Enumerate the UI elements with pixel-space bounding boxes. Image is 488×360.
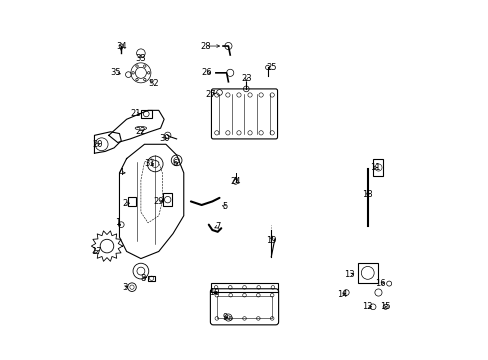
Bar [216, 296, 272, 318]
Text: 13: 13 [344, 270, 354, 279]
Text: 11: 11 [369, 163, 379, 172]
Text: 3: 3 [122, 283, 127, 292]
Text: 5: 5 [222, 202, 227, 211]
Text: 19: 19 [265, 236, 276, 245]
Text: 6: 6 [172, 159, 177, 168]
Text: 25: 25 [265, 63, 276, 72]
Bar [141, 110, 151, 118]
Text: 21: 21 [130, 109, 141, 118]
Text: 26: 26 [201, 68, 212, 77]
Text: 10: 10 [208, 288, 219, 297]
Text: 23: 23 [241, 74, 251, 83]
Bar [128, 197, 135, 206]
Bar [357, 263, 377, 283]
Text: 12: 12 [362, 302, 372, 311]
Text: 15: 15 [380, 302, 390, 311]
Text: 18: 18 [362, 190, 372, 199]
Text: 31: 31 [144, 159, 155, 168]
Text: 4: 4 [119, 168, 123, 177]
Text: 1: 1 [115, 219, 120, 228]
Text: 29: 29 [153, 197, 163, 206]
Text: 22: 22 [135, 127, 146, 136]
Polygon shape [94, 132, 121, 153]
Text: 20: 20 [93, 140, 103, 149]
Text: 16: 16 [374, 279, 385, 288]
Text: 14: 14 [337, 290, 347, 299]
Text: 17: 17 [91, 247, 102, 256]
Text: 34: 34 [116, 41, 126, 50]
Text: 7: 7 [215, 222, 220, 231]
Text: 9: 9 [222, 313, 227, 322]
Text: 30: 30 [159, 134, 169, 143]
Text: 24: 24 [230, 177, 240, 186]
Text: 32: 32 [148, 79, 159, 88]
Bar [211, 283, 277, 292]
Text: 28: 28 [200, 41, 210, 50]
Text: 33: 33 [135, 54, 146, 63]
Bar [148, 275, 155, 281]
Text: 35: 35 [110, 68, 121, 77]
Bar [163, 193, 172, 206]
Text: 2: 2 [122, 199, 127, 208]
Bar [373, 159, 383, 176]
Text: 27: 27 [205, 90, 215, 99]
Text: 8: 8 [140, 274, 145, 283]
